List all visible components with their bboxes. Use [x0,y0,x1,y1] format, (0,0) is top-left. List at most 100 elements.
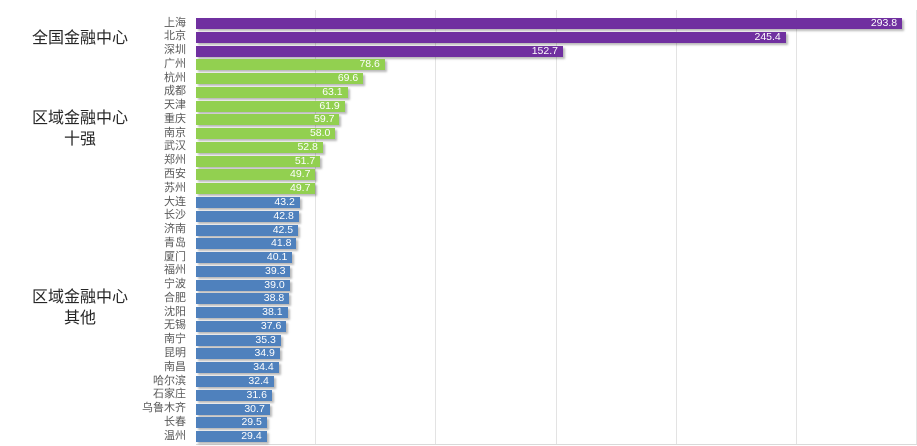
city-label-21: 沈阳 [164,305,186,318]
bar-16: 41.8 [196,237,297,250]
bar-11: 49.7 [196,168,316,181]
city-label-9: 武汉 [164,140,186,153]
bar-20: 38.8 [196,292,290,305]
bar-18: 39.3 [196,264,291,277]
bar-value-label-16: 41.8 [271,237,292,250]
city-label-25: 南昌 [164,360,186,373]
gridline-x-100 [435,10,436,444]
city-label-11: 西安 [164,167,186,180]
city-label-5: 成都 [164,85,186,98]
group-label-regional-top10-line1: 区域金融中心 [31,110,128,127]
bar-8: 58.0 [196,127,336,140]
bar-value-label-9: 52.8 [297,140,318,153]
bar-value-label-23: 35.3 [255,333,276,346]
bar-value-label-14: 42.8 [273,209,294,222]
city-label-28: 乌鲁木齐 [142,402,186,415]
bar-value-label-8: 58.0 [309,127,331,140]
bar-0: 293.8 [196,17,903,29]
bar-30: 29.4 [196,430,267,443]
group-label-national: 全国金融中心 [0,28,160,49]
group-label-national-line1: 全国金融中心 [31,30,128,47]
bar-9: 52.8 [196,140,323,153]
city-label-19: 宁波 [164,278,186,291]
bar-value-label-18: 39.3 [265,264,286,277]
bar-4: 69.6 [196,72,364,85]
bar-value-label-13: 43.2 [274,196,295,208]
bar-value-label-4: 69.6 [337,72,359,85]
city-label-0: 上海 [164,16,186,29]
bar-value-label-1: 245.4 [754,30,781,43]
bar-17: 40.1 [196,251,293,264]
city-label-4: 杭州 [164,71,186,84]
gridline-x-50 [315,10,316,444]
bar-value-label-17: 40.1 [266,251,288,264]
bar-7: 59.7 [196,113,340,126]
city-label-26: 哈尔滨 [153,374,186,387]
city-label-22: 无锡 [164,319,186,332]
city-label-7: 重庆 [164,112,186,125]
bar-value-label-19: 39.0 [264,278,285,291]
gridline-x-200 [676,10,677,444]
bar-28: 30.7 [196,402,270,415]
city-label-2: 深圳 [164,44,186,57]
city-label-8: 南京 [164,126,186,139]
city-label-20: 合肥 [164,291,186,304]
group-label-regional-top10-line2: 十强 [63,131,96,148]
city-label-18: 福州 [164,264,186,277]
bar-27: 31.6 [196,389,272,401]
bar-19: 39.0 [196,278,290,291]
bar-value-label-10: 51.7 [294,154,316,167]
bar-value-label-20: 38.8 [263,292,285,305]
city-label-14: 长沙 [164,209,186,222]
bar-24: 34.9 [196,347,280,360]
gridline-x-150 [556,10,557,444]
bar-value-label-3: 78.6 [359,58,380,71]
bar-value-label-0: 293.8 [870,17,898,29]
bar-15: 42.5 [196,224,299,236]
bar-value-label-21: 38.1 [262,306,283,319]
city-label-3: 广州 [164,57,186,70]
bar-value-label-25: 34.4 [253,361,274,374]
city-label-30: 温州 [164,429,186,442]
bar-value-label-5: 63.1 [322,85,343,98]
bar-1: 245.4 [196,30,786,43]
bar-value-label-7: 59.7 [314,113,335,126]
city-label-12: 苏州 [164,181,186,194]
bar-value-label-12: 49.7 [290,182,311,195]
bar-value-label-26: 32.4 [248,375,269,388]
city-label-15: 济南 [164,223,186,236]
city-label-16: 青岛 [164,236,186,249]
bar-14: 42.8 [196,209,299,222]
city-label-23: 南宁 [164,333,186,346]
bar-value-label-29: 29.5 [241,416,262,429]
bar-value-label-24: 34.9 [254,347,275,360]
bar-3: 78.6 [196,58,385,71]
bar-26: 32.4 [196,375,274,388]
bar-25: 34.4 [196,361,279,374]
city-label-17: 厦门 [164,250,186,263]
bar-12: 49.7 [196,182,316,195]
bar-value-label-6: 61.9 [319,99,340,112]
bar-22: 37.6 [196,319,287,332]
city-label-24: 昆明 [164,346,186,359]
bar-10: 51.7 [196,154,321,167]
bar-value-label-30: 29.4 [241,430,262,443]
bar-2: 152.7 [196,44,563,57]
bar-value-label-11: 49.7 [290,168,311,181]
city-label-27: 石家庄 [153,388,186,401]
bar-value-label-28: 30.7 [244,402,265,415]
city-label-29: 长春 [164,415,186,428]
city-label-1: 北京 [164,30,186,43]
bar-value-label-2: 152.7 [531,44,558,57]
group-label-regional-top10: 区域金融中心 十强 [0,108,160,150]
bar-5: 63.1 [196,85,348,98]
bar-21: 38.1 [196,306,288,319]
gridline-x-250 [796,10,797,444]
group-label-regional-others-line1: 区域金融中心 [31,289,128,306]
bar-value-label-22: 37.6 [260,319,282,332]
bar-23: 35.3 [196,333,281,346]
city-label-10: 郑州 [164,154,186,167]
bar-6: 61.9 [196,99,345,112]
city-label-6: 天津 [164,99,186,112]
